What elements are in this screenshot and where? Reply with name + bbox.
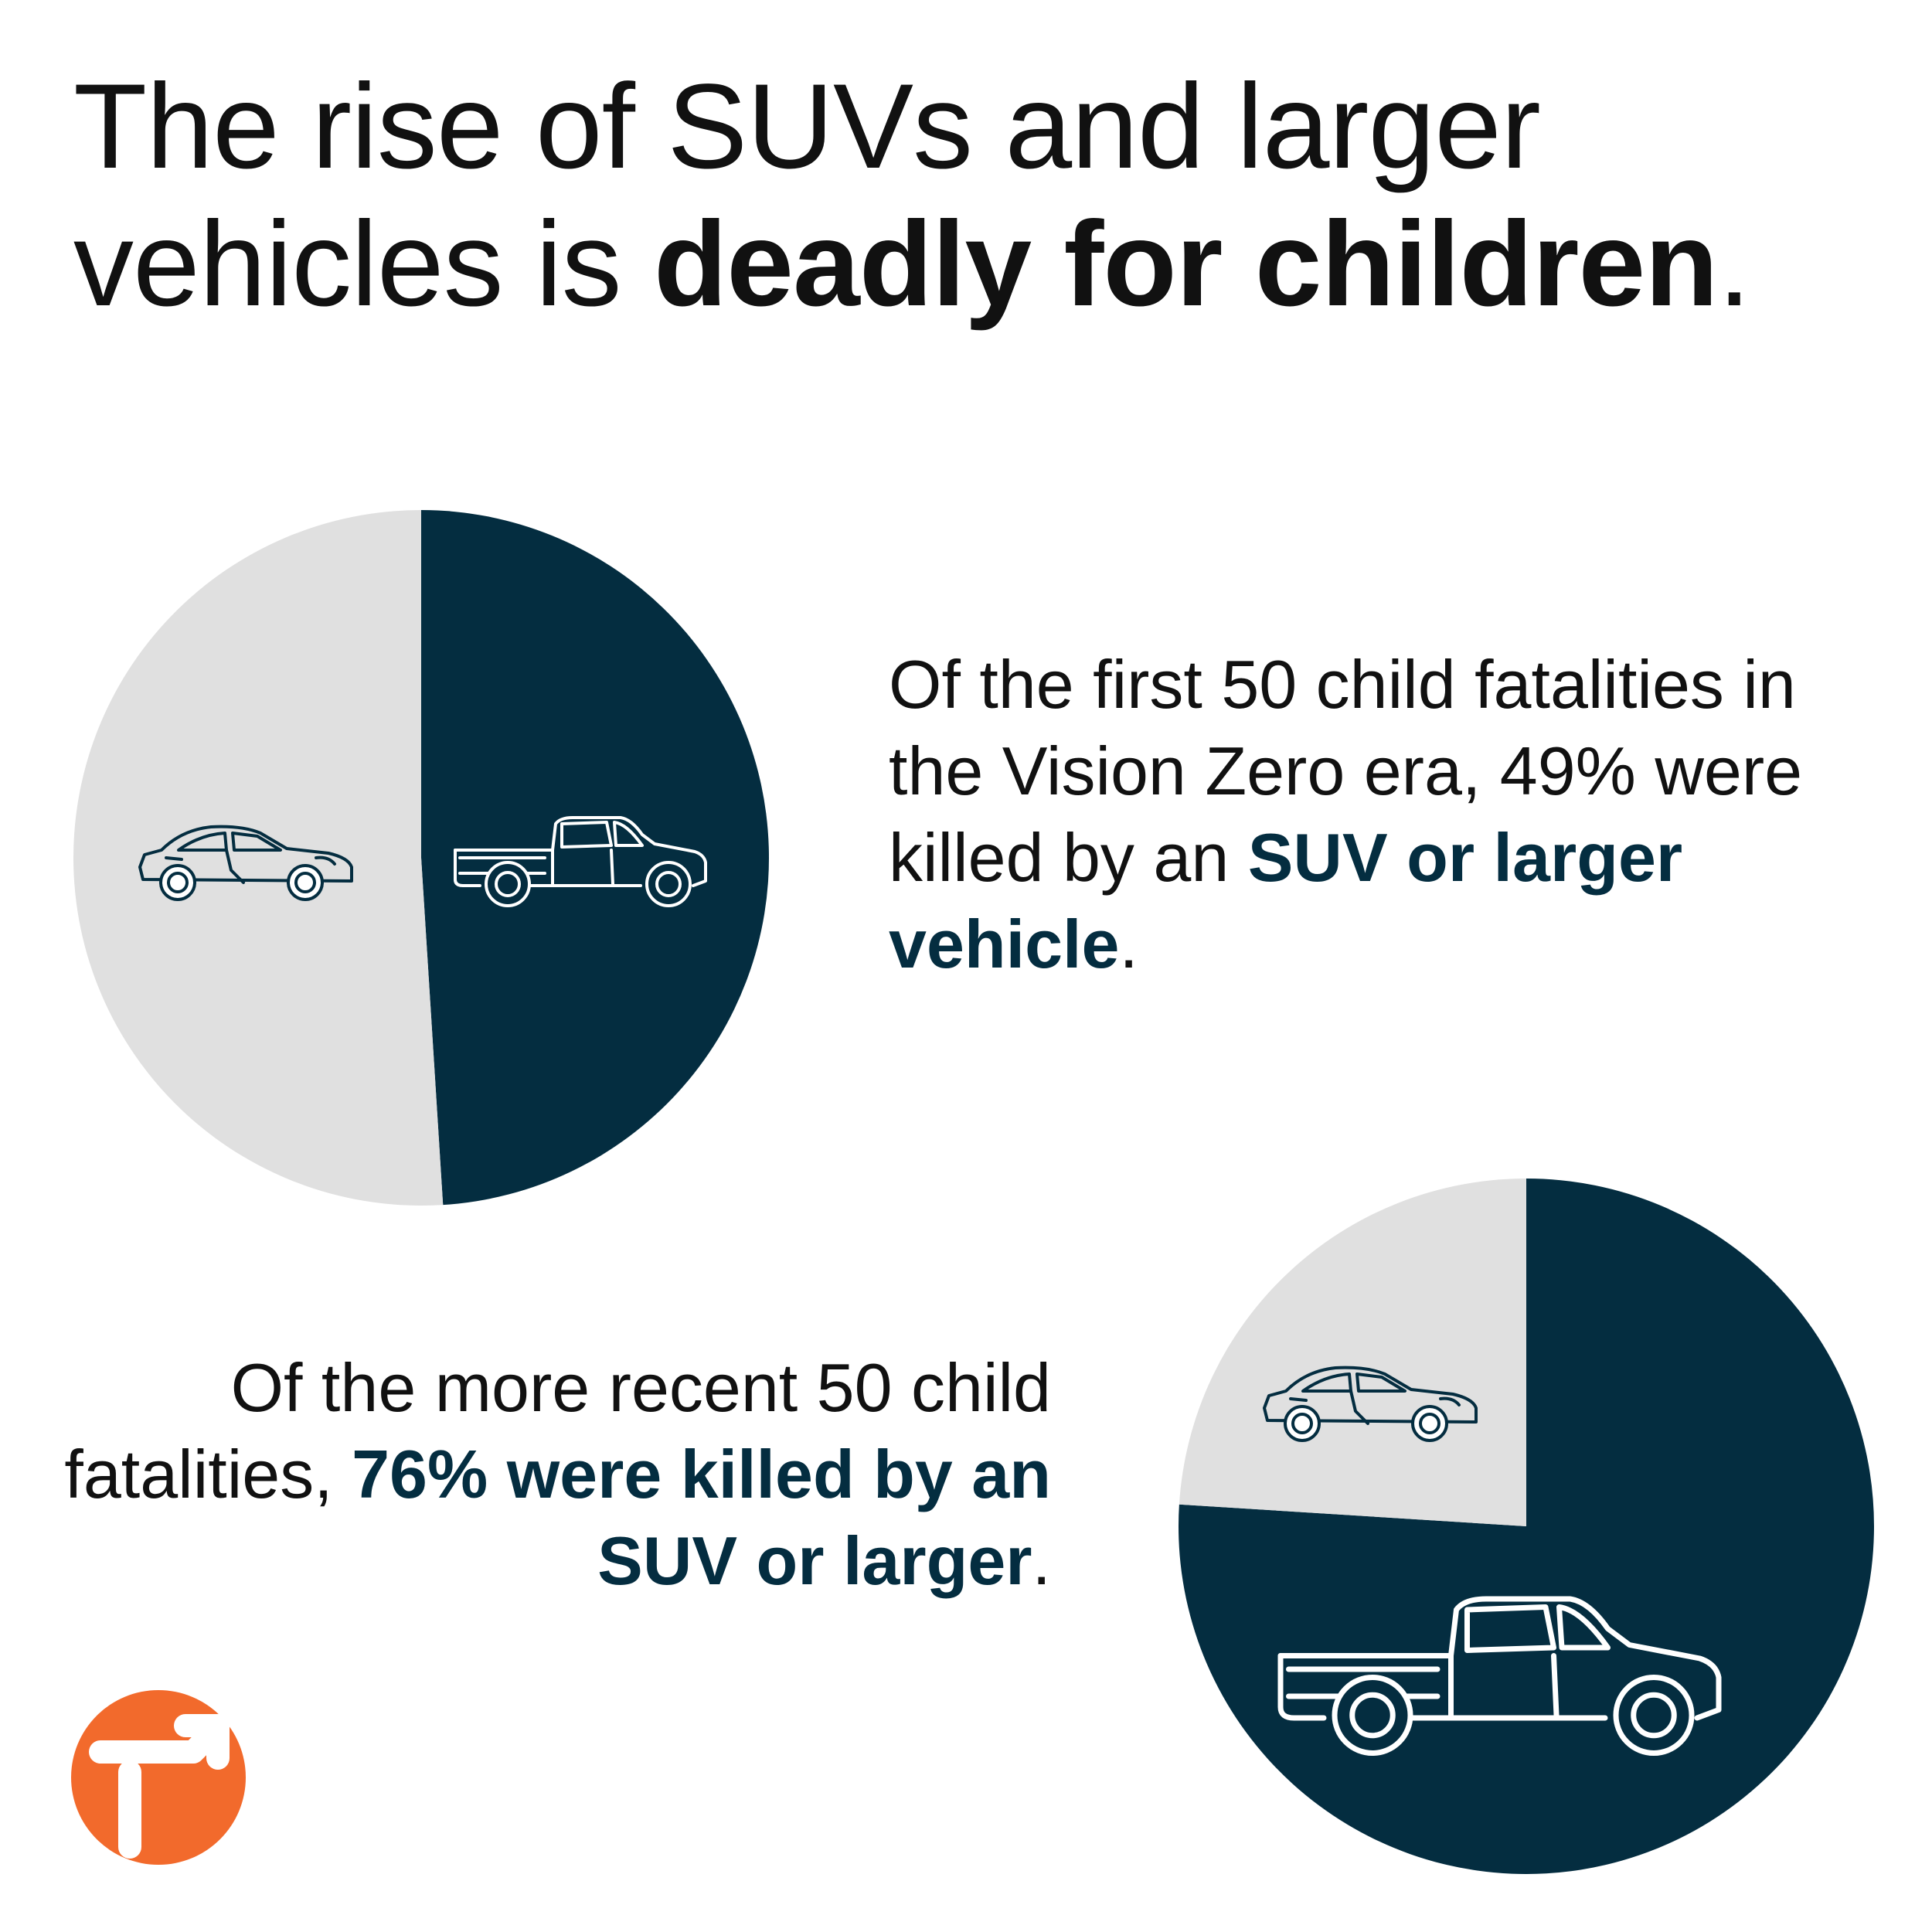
pie-chart-recent-50 [1179, 1179, 1874, 1874]
headline-suffix: . [1717, 197, 1751, 332]
pie-chart-first-50 [73, 510, 769, 1206]
caption-first-50: Of the first 50 child fatalities in the … [889, 641, 1909, 988]
headline-emphasis: deadly for children [653, 197, 1719, 332]
page-title: The rise of SUVs and larger vehicles is d… [73, 58, 1897, 333]
headline-line1: The rise of SUVs and larger [73, 60, 1541, 194]
headline-line2-prefix: vehicles is [73, 197, 654, 332]
turn-right-arrow-icon [89, 1714, 230, 1859]
caption2-text: Of the more recent 50 child fatalities, [64, 1349, 1051, 1512]
caption1-emphasis: SUV or larger vehicle [889, 819, 1683, 982]
pie2-slice-other-vehicle [1179, 1179, 1526, 1526]
caption-recent-50: Of the more recent 50 child fatalities, … [46, 1345, 1051, 1604]
caption2-emphasis: 76% were killed by an SUV or larger [352, 1436, 1051, 1599]
caption1-text: Of the first 50 child fatalities in the … [889, 646, 1803, 896]
caption1-suffix: . [1119, 906, 1138, 982]
pie1-slice-other-vehicle [73, 510, 444, 1206]
caption2-suffix: . [1032, 1522, 1051, 1599]
pie1-slice-suv-or-larger [421, 510, 769, 1206]
logo [71, 1690, 246, 1865]
